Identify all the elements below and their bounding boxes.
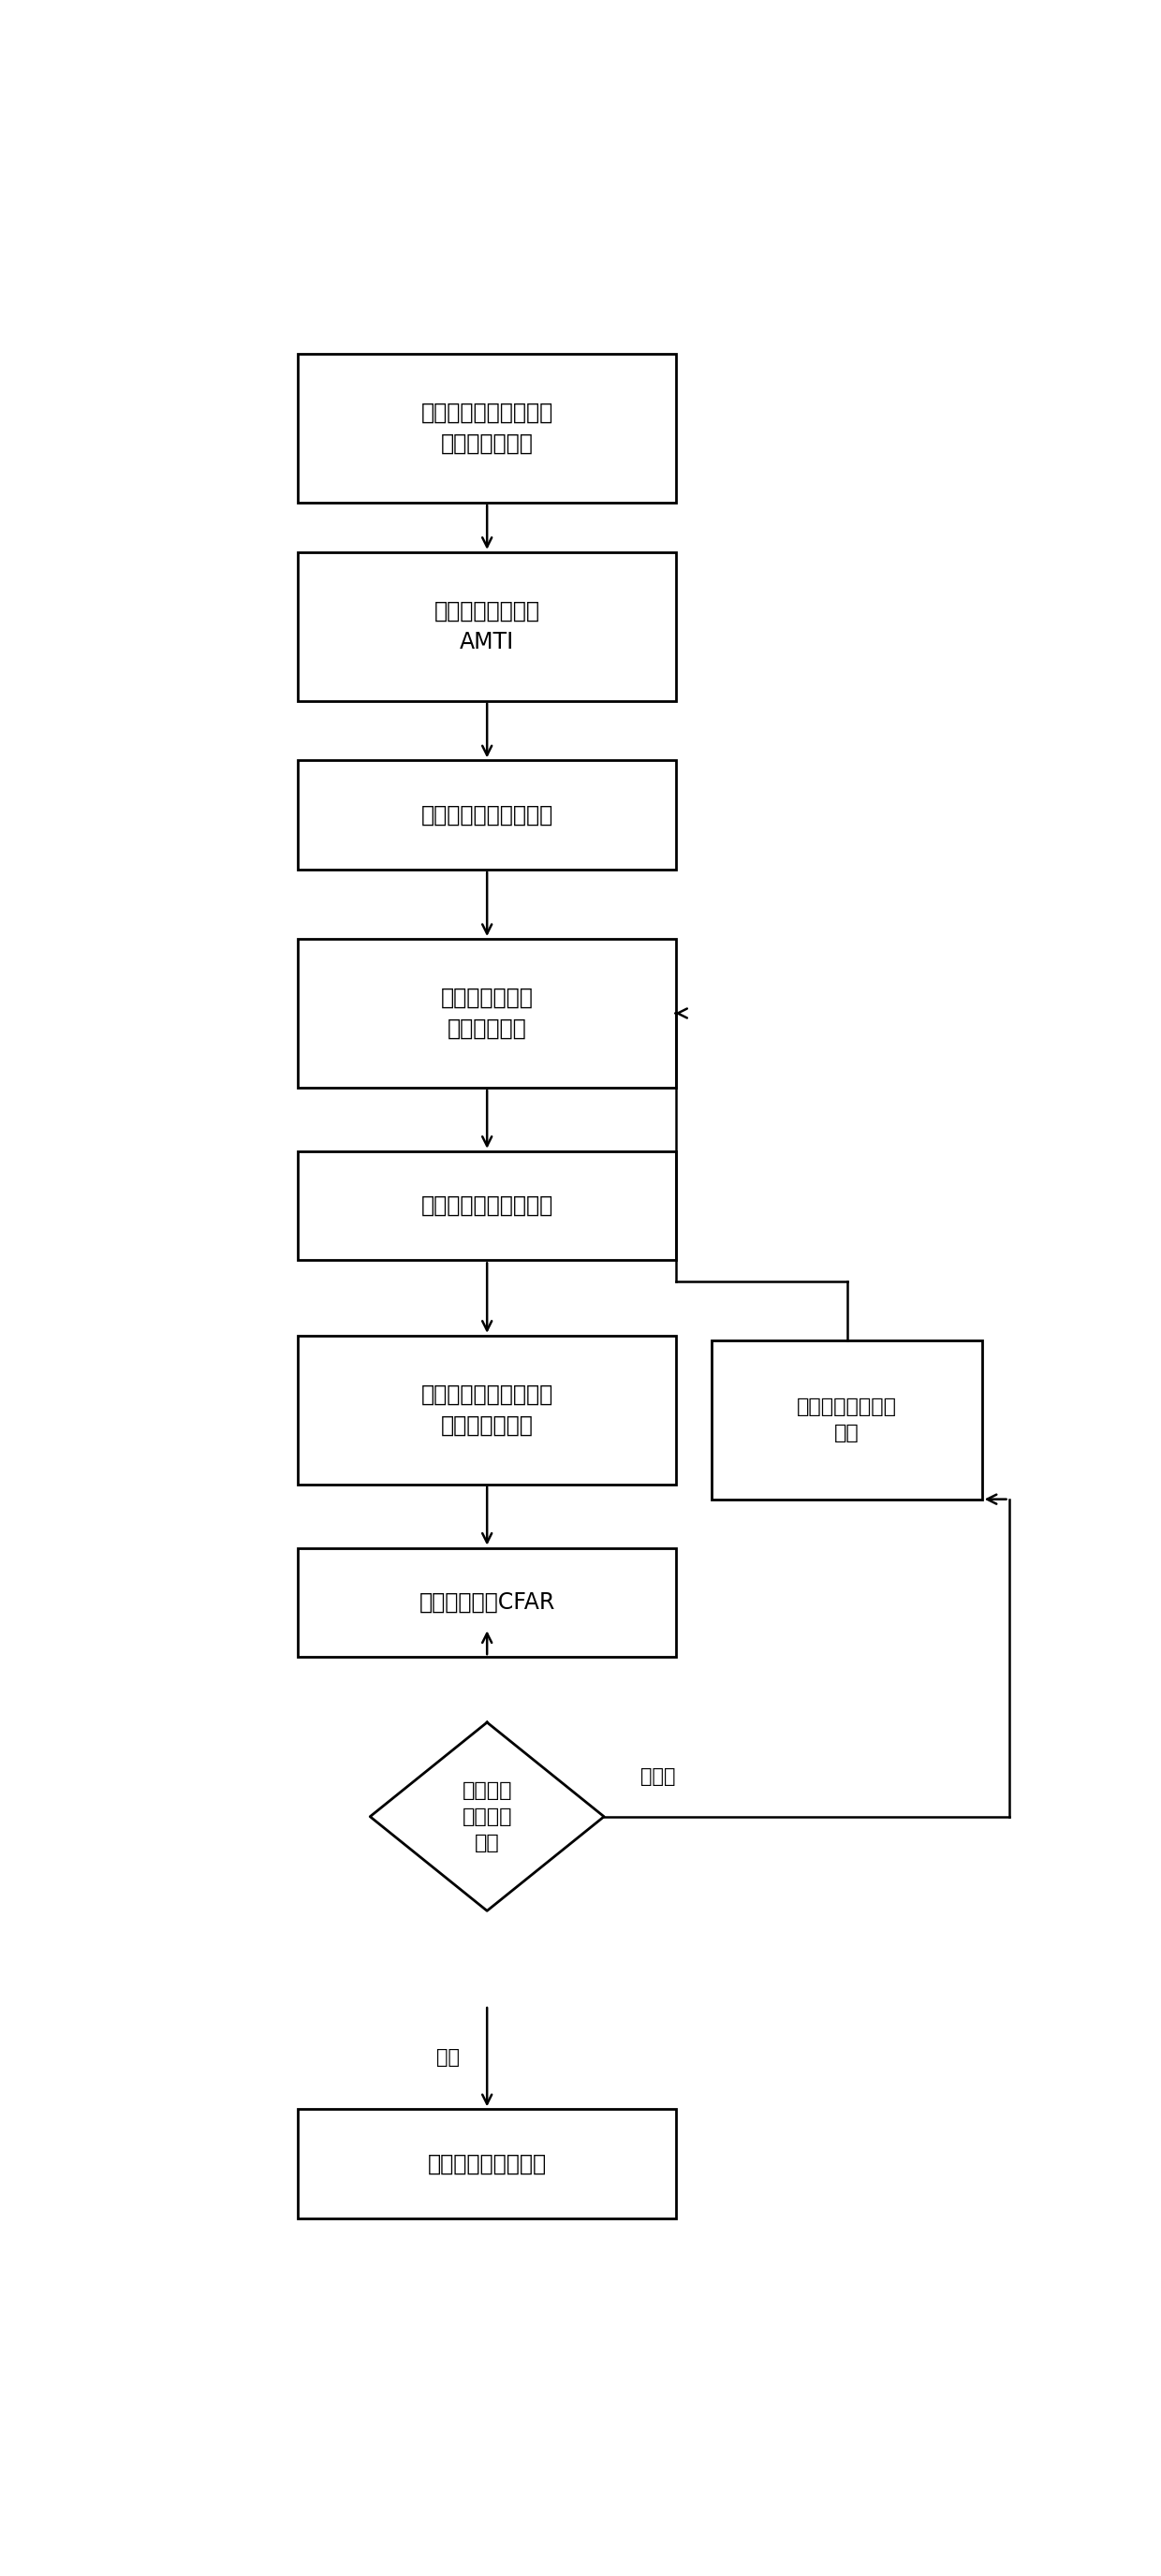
Bar [298,760,676,871]
Bar [298,1334,676,1484]
Bar [298,1151,676,1260]
Text: 脉间相位补偿及
脉组相位补偿: 脉间相位补偿及 脉组相位补偿 [441,987,533,1041]
Bar [712,1340,982,1499]
Text: 沿多普勒维的CFAR: 沿多普勒维的CFAR [419,1592,555,1613]
Bar [298,551,676,701]
Text: 未结束: 未结束 [640,1767,675,1785]
Text: 各载频回波脉组内
AMTI: 各载频回波脉组内 AMTI [434,600,540,654]
Text: 合成像的各对应精细距
离单元相参积累: 合成像的各对应精细距 离单元相参积累 [421,1383,553,1437]
Bar [298,1548,676,1656]
Text: 速度估计
寻址是否
结束: 速度估计 寻址是否 结束 [462,1780,512,1852]
Bar [298,353,676,502]
Bar [298,2110,676,2218]
Polygon shape [370,1723,604,1911]
Text: 结束: 结束 [437,2048,460,2066]
Text: 更换下一个速度估
计值: 更换下一个速度估 计值 [796,1396,897,1443]
Bar [298,938,676,1087]
Text: 来自主通道距离维快拍
处理完毕的数据: 来自主通道距离维快拍 处理完毕的数据 [421,402,553,456]
Text: 脉组间回波步进频合成: 脉组间回波步进频合成 [421,1195,553,1216]
Text: 检测结果送数据处理: 检测结果送数据处理 [427,2154,547,2174]
Text: 脉组回波慢拍时间对齐: 脉组回波慢拍时间对齐 [421,804,553,827]
